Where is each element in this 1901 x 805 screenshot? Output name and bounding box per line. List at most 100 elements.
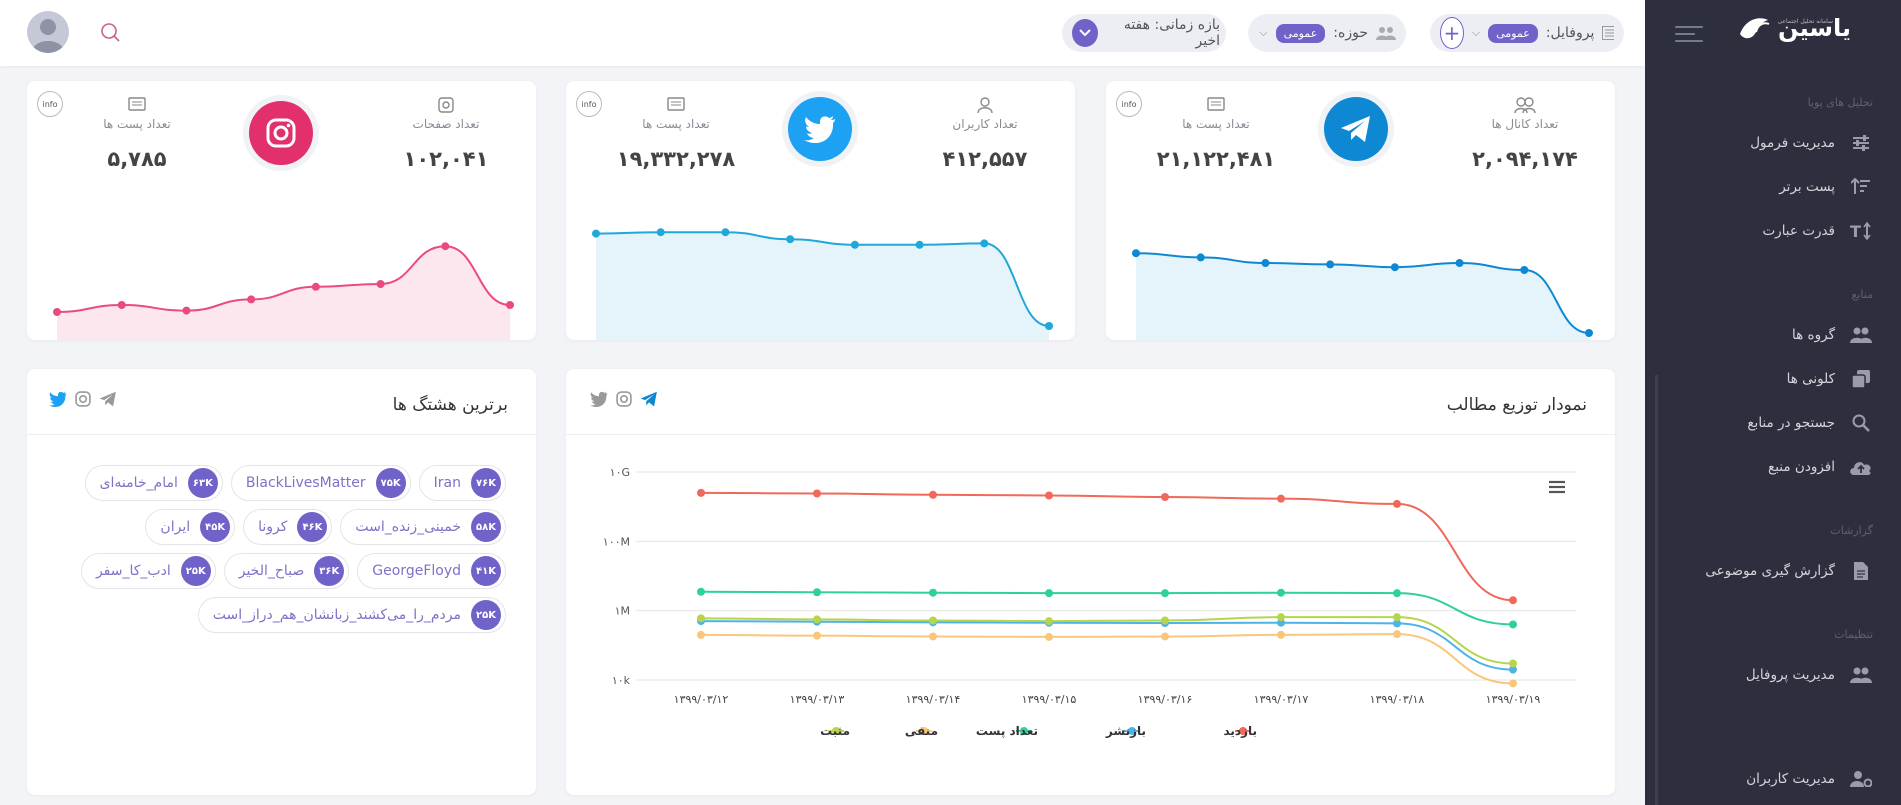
series-point[interactable]	[1393, 589, 1401, 598]
series-point[interactable]	[1045, 632, 1053, 641]
series-point[interactable]	[1393, 619, 1401, 628]
series-point[interactable]	[1045, 617, 1053, 626]
telegram-filter-icon[interactable]	[640, 391, 658, 411]
series-point[interactable]	[697, 630, 705, 639]
series-point[interactable]	[1393, 630, 1401, 639]
sparkline-point[interactable]	[311, 282, 320, 291]
sparkline-point[interactable]	[915, 240, 924, 249]
menu-toggle-icon[interactable]	[1675, 26, 1703, 47]
series-point[interactable]	[1277, 618, 1285, 627]
series-point[interactable]	[1509, 659, 1517, 668]
sparkline-point[interactable]	[1585, 329, 1593, 337]
series-point[interactable]	[1161, 493, 1169, 502]
twitter-filter-icon[interactable]	[49, 391, 67, 411]
sparkline-point[interactable]	[1520, 266, 1529, 274]
sidebar-item-add-source[interactable]: افزودن منبع	[1665, 452, 1873, 482]
sidebar-item-phrase-power[interactable]: T قدرت عبارت	[1665, 216, 1873, 246]
series-point[interactable]	[929, 632, 937, 641]
series-point[interactable]	[813, 631, 821, 640]
legend-item[interactable]: بازنشر	[1105, 724, 1146, 738]
chevron-down-icon[interactable]	[1072, 19, 1098, 47]
domain-selector[interactable]: حوزه: عمومی ⌵	[1248, 14, 1406, 52]
time-range-selector[interactable]: بازه زمانی: هفته اخیر	[1062, 14, 1226, 52]
sparkline-point[interactable]	[1455, 259, 1464, 267]
sparkline-point[interactable]	[117, 301, 126, 309]
series-point[interactable]	[813, 489, 821, 498]
search-button[interactable]	[100, 22, 120, 46]
avatar[interactable]	[27, 11, 69, 53]
series-point[interactable]	[929, 588, 937, 597]
legend-item[interactable]: منفی	[905, 724, 938, 738]
sparkline-point[interactable]	[592, 229, 600, 238]
series-point[interactable]	[1509, 679, 1517, 688]
series-point[interactable]	[1161, 589, 1169, 598]
series-point[interactable]	[697, 614, 705, 623]
series-point[interactable]	[697, 488, 705, 497]
sparkline-point[interactable]	[53, 308, 61, 316]
sparkline-point[interactable]	[721, 228, 730, 237]
series-point[interactable]	[1277, 613, 1285, 622]
series-point[interactable]	[1045, 491, 1053, 500]
sparkline-point[interactable]	[786, 235, 795, 244]
sparkline-point[interactable]	[1261, 259, 1270, 267]
instagram-filter-icon[interactable]	[616, 391, 632, 411]
instagram-filter-icon[interactable]	[75, 391, 91, 411]
sparkline-point[interactable]	[850, 240, 859, 249]
add-profile-button[interactable]: +	[1440, 17, 1464, 49]
series-point[interactable]	[1277, 494, 1285, 503]
series-point[interactable]	[813, 615, 821, 624]
sparkline-point[interactable]	[506, 301, 514, 309]
series-point[interactable]	[697, 587, 705, 596]
series-point[interactable]	[929, 490, 937, 499]
chart-menu-icon[interactable]	[1549, 479, 1565, 498]
series-point[interactable]	[813, 588, 821, 597]
sidebar-item-formula[interactable]: مدیریت فرمول	[1665, 128, 1873, 158]
info-button[interactable]: info	[37, 91, 63, 117]
hashtag-chip[interactable]: ۴۱K GeorgeFloyd	[357, 553, 506, 589]
sparkline-point[interactable]	[441, 242, 450, 251]
series-point[interactable]	[1277, 630, 1285, 639]
sparkline-point[interactable]	[1390, 263, 1399, 272]
series-point[interactable]	[1509, 665, 1517, 674]
sidebar-item-topic-report[interactable]: گزارش گیری موضوعی	[1665, 556, 1873, 586]
series-point[interactable]	[929, 616, 937, 625]
sparkline-point[interactable]	[1045, 322, 1053, 330]
series-point[interactable]	[1393, 613, 1401, 622]
sidebar-item-top-post[interactable]: پست برتر	[1665, 172, 1873, 202]
legend-item[interactable]: تعداد پست	[976, 724, 1038, 738]
legend-item[interactable]: بازدید	[1223, 724, 1257, 738]
info-button[interactable]: info	[1116, 91, 1142, 117]
hashtag-chip[interactable]: ۲۵K مردم_را_می‌کشند_زبانشان_هم_دراز_است	[197, 597, 506, 633]
sparkline-point[interactable]	[980, 239, 989, 248]
sparkline-point[interactable]	[1196, 253, 1205, 262]
sparkline-point[interactable]	[376, 280, 385, 288]
twitter-filter-icon[interactable]	[590, 391, 608, 411]
profile-selector[interactable]: پروفایل: عمومی ⌵ +	[1430, 14, 1624, 52]
sparkline-point[interactable]	[247, 295, 256, 304]
series-point[interactable]	[1509, 596, 1517, 605]
sidebar-item-source-search[interactable]: جستجو در منابع	[1665, 408, 1873, 438]
hashtag-chip[interactable]: ۳۶K صباح_الخیر	[223, 553, 350, 589]
hashtag-chip[interactable]: ۶۳K امام_خامنه‌ای	[84, 465, 223, 501]
sidebar-item-user-management[interactable]: مدیریت کاربران	[1665, 764, 1873, 794]
series-point[interactable]	[1161, 632, 1169, 641]
sidebar-item-colonies[interactable]: کلونی ها	[1665, 364, 1873, 394]
series-point[interactable]	[1509, 620, 1517, 629]
hashtag-chip[interactable]: ۵۸K خمینی_زنده_است	[340, 509, 506, 545]
series-point[interactable]	[1393, 499, 1401, 508]
hashtag-chip[interactable]: ۴۵K ایران	[145, 509, 236, 545]
hashtag-chip[interactable]: ۴۶K کرونا	[243, 509, 333, 545]
telegram-filter-icon[interactable]	[99, 391, 117, 411]
sparkline-point[interactable]	[182, 306, 191, 315]
info-button[interactable]: info	[576, 91, 602, 117]
sidebar-item-groups[interactable]: گروه ها	[1665, 320, 1873, 350]
sparkline-point[interactable]	[1326, 260, 1335, 269]
series-point[interactable]	[1161, 616, 1169, 625]
logo[interactable]: یاسین سامانه تحلیل اجتماعی	[1738, 14, 1851, 42]
series-point[interactable]	[1277, 588, 1285, 597]
sidebar-item-profile-management[interactable]: مدیریت پروفایل	[1665, 660, 1873, 690]
sparkline-point[interactable]	[656, 228, 665, 237]
hashtag-chip[interactable]: ۷۵K BlackLivesMatter	[230, 465, 411, 501]
sparkline-point[interactable]	[1132, 249, 1140, 258]
series-point[interactable]	[1045, 589, 1053, 598]
